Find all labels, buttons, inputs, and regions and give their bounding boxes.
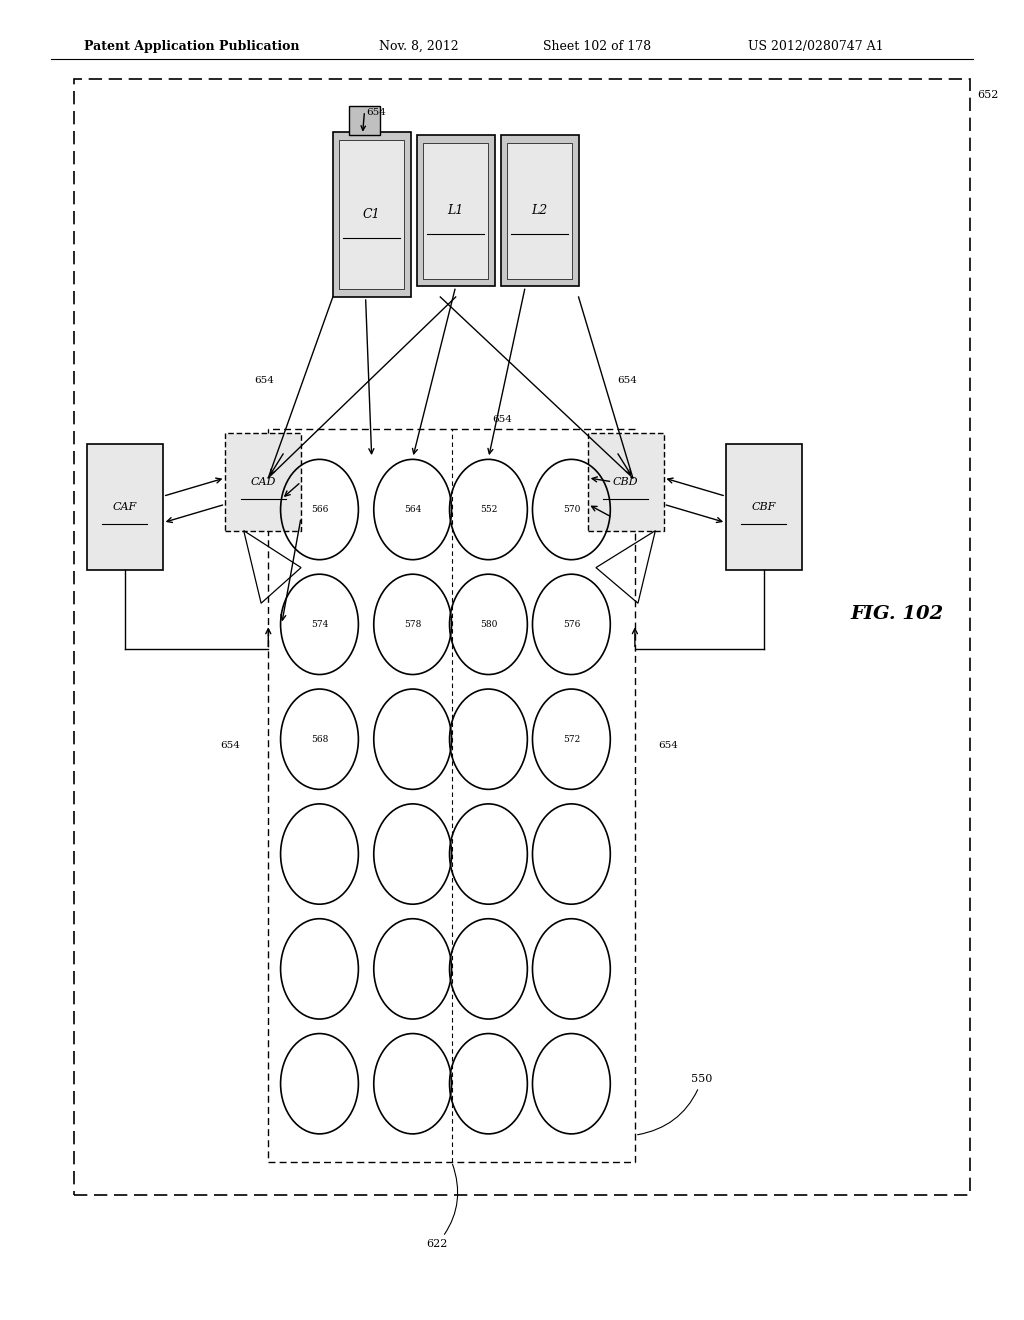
Text: 654: 654 — [616, 376, 637, 384]
Text: CBF: CBF — [752, 502, 776, 512]
Text: 552: 552 — [480, 506, 497, 513]
Bar — [417, 135, 495, 286]
Bar — [423, 143, 488, 279]
Text: 578: 578 — [404, 620, 421, 628]
Text: 622: 622 — [426, 1164, 458, 1250]
Text: 654: 654 — [492, 416, 512, 424]
Bar — [74, 79, 970, 1195]
Text: Patent Application Publication: Patent Application Publication — [84, 40, 299, 53]
Text: 566: 566 — [311, 506, 328, 513]
Text: Sheet 102 of 178: Sheet 102 of 178 — [543, 40, 651, 53]
Text: 580: 580 — [480, 620, 497, 628]
Text: 652: 652 — [977, 90, 998, 100]
Text: 576: 576 — [563, 620, 580, 628]
Text: 550: 550 — [638, 1074, 713, 1135]
Text: 654: 654 — [658, 742, 679, 750]
Text: CBD: CBD — [613, 477, 638, 487]
Bar — [349, 106, 380, 135]
Text: CAF: CAF — [113, 502, 137, 512]
Bar — [339, 140, 404, 289]
Text: US 2012/0280747 A1: US 2012/0280747 A1 — [748, 40, 883, 53]
Text: 574: 574 — [311, 620, 328, 628]
Bar — [726, 444, 802, 570]
Bar — [87, 444, 163, 570]
Text: 570: 570 — [563, 506, 580, 513]
Bar — [268, 429, 635, 1162]
Text: 572: 572 — [563, 735, 580, 743]
Text: Nov. 8, 2012: Nov. 8, 2012 — [379, 40, 459, 53]
Text: 564: 564 — [404, 506, 421, 513]
Text: C1: C1 — [362, 209, 381, 220]
Text: L1: L1 — [447, 205, 464, 216]
Text: 654: 654 — [220, 742, 241, 750]
Text: FIG. 102: FIG. 102 — [850, 605, 944, 623]
Text: L2: L2 — [531, 205, 548, 216]
Bar — [333, 132, 411, 297]
Bar — [501, 135, 579, 286]
Bar — [507, 143, 572, 279]
Text: 654: 654 — [366, 108, 386, 116]
Text: 654: 654 — [254, 376, 274, 384]
Text: CAD: CAD — [251, 477, 275, 487]
Bar — [225, 433, 301, 531]
Text: 568: 568 — [311, 735, 328, 743]
Bar — [588, 433, 664, 531]
